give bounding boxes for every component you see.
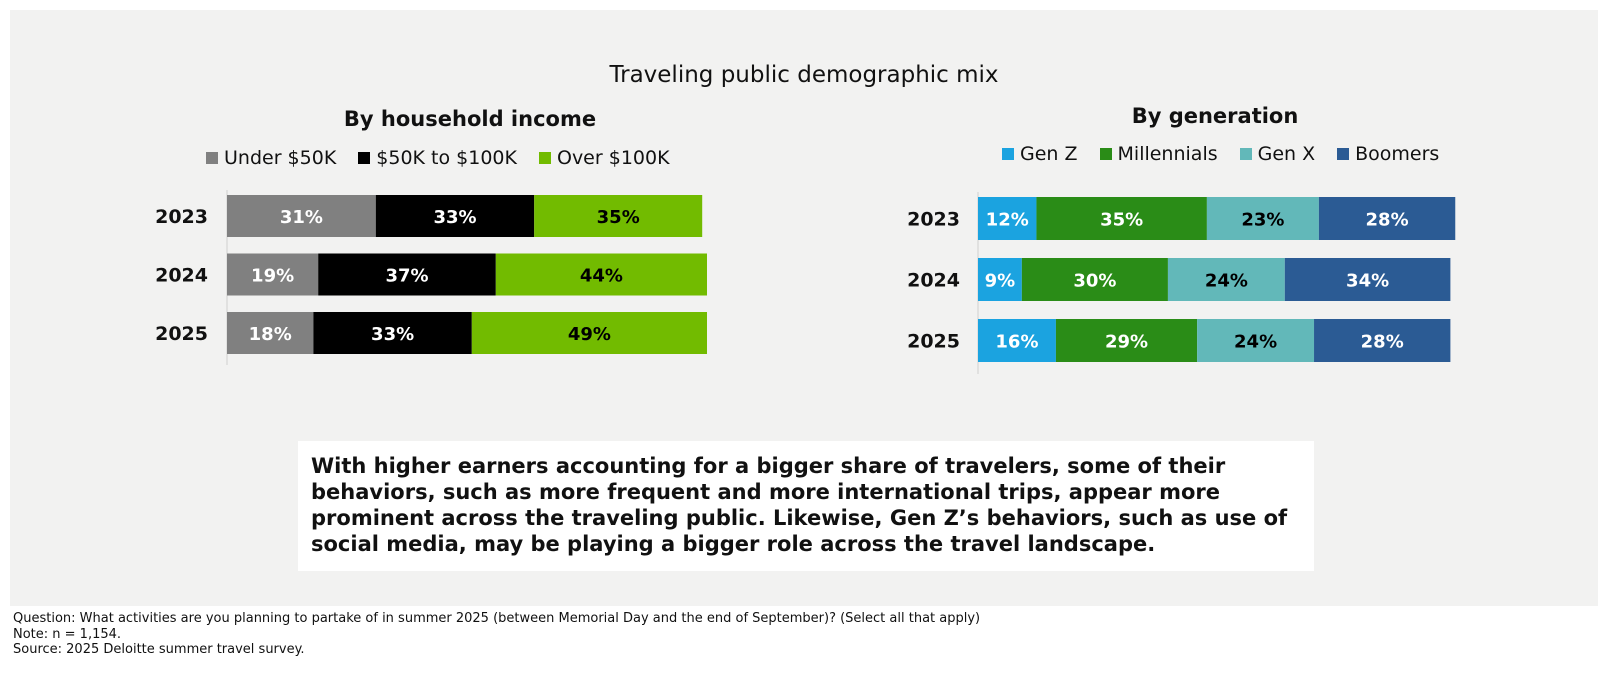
data-label-gen-z-2023: 12% (986, 210, 1029, 231)
data-label-50k-to-100k-2023: 33% (433, 207, 476, 228)
year-label-2023: 2023 (155, 206, 208, 228)
chart-title: Traveling public demographic mix (609, 62, 999, 88)
chart-panel: Traveling public demographic mix By hous… (10, 10, 1598, 606)
data-label-50k-to-100k-2024: 37% (385, 266, 428, 287)
generation-legend: Gen Z Millennials Gen X Boomers (1002, 143, 1439, 165)
data-label-over-100k-2023: 35% (597, 207, 640, 228)
data-label-under-50k-2025: 18% (249, 324, 292, 345)
legend-label: $50K to $100K (376, 147, 517, 169)
bar-gen-x-2025 (1197, 319, 1315, 362)
footnote-source: Source: 2025 Deloitte summer travel surv… (13, 642, 305, 657)
data-label-boomers-2024: 34% (1346, 271, 1389, 292)
data-label-millennials-2025: 29% (1105, 332, 1148, 353)
year-label-2025: 2025 (907, 331, 960, 353)
bar-gen-z-2024 (978, 258, 1022, 301)
legend-item-millennials: Millennials (1099, 143, 1218, 165)
income-chart-title: By household income (343, 107, 597, 131)
legend-label: Boomers (1355, 143, 1440, 165)
bar-over-100k-2025 (471, 312, 707, 354)
bar-millennials-2024 (1021, 258, 1168, 301)
legend-label: Over $100K (556, 147, 670, 169)
generation-stacked-bar-chart: 2023 12% 35% 23% 28% 2024 9% 30% 24% 34% 2025 16% 29… (907, 192, 1456, 374)
legend-swatch (206, 152, 218, 164)
bar-gen-x-2023 (1206, 197, 1319, 240)
legend-label: Under $50K (224, 147, 337, 169)
bar-under-50k-2024 (227, 253, 319, 296)
year-label-2024: 2024 (155, 265, 208, 287)
bar-boomers-2024 (1284, 258, 1451, 301)
legend-swatch (1002, 148, 1014, 160)
callout-text: With higher earners accounting for a big… (311, 454, 1288, 556)
legend-item-under-50k: Under $50K (206, 147, 336, 169)
bar-over-100k-2023 (534, 195, 703, 237)
bar-gen-z-2023 (978, 197, 1037, 240)
legend-label: Gen Z (1020, 143, 1078, 165)
bar-millennials-2025 (1055, 319, 1198, 362)
legend-label: Gen X (1257, 143, 1316, 165)
bar-gen-z-2025 (978, 319, 1056, 362)
data-label-gen-x-2024: 24% (1205, 271, 1248, 292)
bar-millennials-2023 (1036, 197, 1207, 240)
data-label-gen-z-2024: 9% (985, 271, 1016, 292)
data-label-boomers-2023: 28% (1366, 210, 1409, 231)
data-label-under-50k-2023: 31% (280, 207, 323, 228)
callout-box: With higher earners accounting for a big… (298, 441, 1314, 571)
data-label-millennials-2024: 30% (1073, 271, 1116, 292)
legend-swatch (1337, 148, 1350, 160)
bar-under-50k-2023 (227, 195, 376, 237)
legend-label: Millennials (1117, 143, 1218, 165)
year-label-2024: 2024 (907, 270, 960, 292)
legend-swatch (1099, 148, 1112, 160)
income-legend: Under $50K $50K to $100K Over $100K (206, 147, 670, 169)
bar-gen-x-2024 (1167, 258, 1285, 301)
data-label-over-100k-2024: 44% (580, 266, 623, 287)
data-label-boomers-2025: 28% (1361, 332, 1404, 353)
footnotes: Question: What activities are you planni… (13, 611, 980, 658)
data-label-over-100k-2025: 49% (568, 324, 611, 345)
bar-over-100k-2024 (495, 253, 707, 296)
bar-under-50k-2025 (227, 312, 314, 354)
data-label-millennials-2023: 35% (1100, 210, 1143, 231)
bar-50k-to-100k-2023 (375, 195, 535, 237)
income-stacked-bar-chart: 2023 31% 33% 35% 2024 19% 37% 44% 2025 18% 33% 49% (155, 190, 707, 365)
legend-swatch (1239, 148, 1252, 160)
legend-item-boomers: Boomers (1337, 143, 1439, 165)
data-label-gen-z-2025: 16% (995, 332, 1038, 353)
footnote-question: Question: What activities are you planni… (13, 611, 981, 626)
data-label-gen-x-2023: 23% (1241, 210, 1284, 231)
legend-item-gen-x: Gen X (1239, 143, 1316, 165)
year-label-2023: 2023 (907, 209, 960, 231)
legend-item-50k-to-100k: $50K to $100K (358, 147, 517, 169)
footnote-note: Note: n = 1,154. (13, 626, 122, 642)
year-label-2025: 2025 (155, 323, 208, 345)
bar-50k-to-100k-2024 (318, 253, 496, 296)
data-label-under-50k-2024: 19% (251, 266, 294, 287)
bar-boomers-2023 (1318, 197, 1456, 240)
bar-50k-to-100k-2025 (313, 312, 472, 354)
generation-chart-title: By generation (1131, 104, 1299, 128)
data-label-50k-to-100k-2025: 33% (371, 324, 414, 345)
data-label-gen-x-2025: 24% (1234, 332, 1277, 353)
bar-boomers-2025 (1314, 319, 1451, 362)
legend-item-gen-z: Gen Z (1002, 143, 1078, 165)
legend-swatch (538, 152, 551, 164)
legend-item-over-100k: Over $100K (538, 147, 670, 169)
legend-swatch (358, 152, 371, 164)
